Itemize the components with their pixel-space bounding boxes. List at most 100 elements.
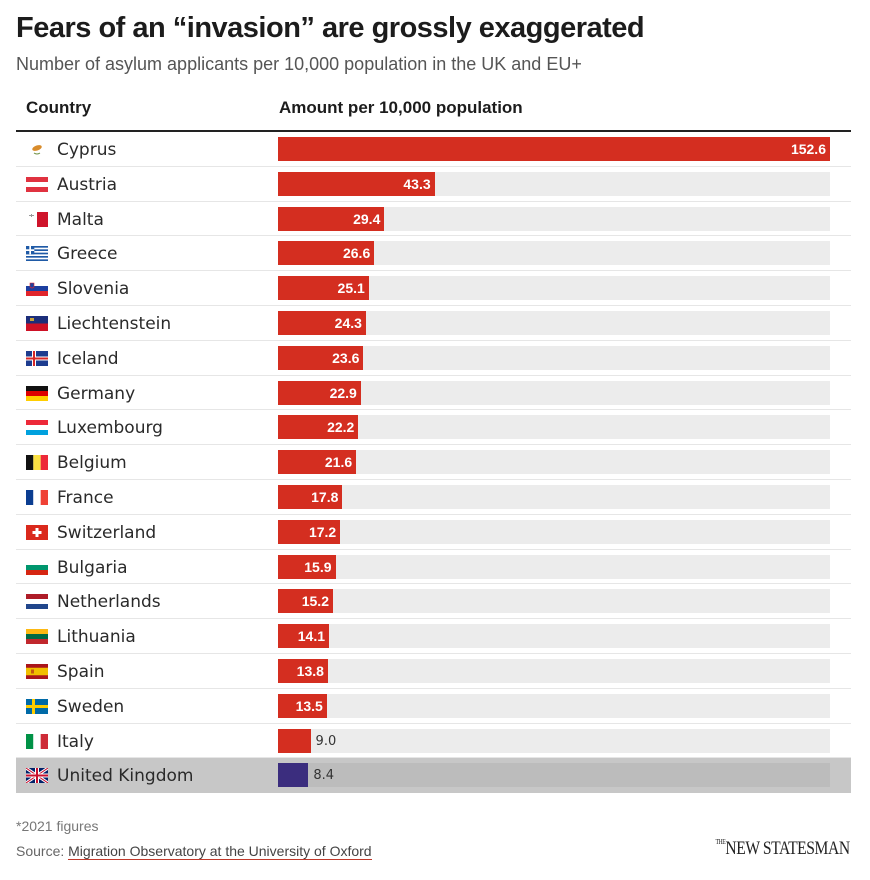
country-name: Lithuania (57, 627, 136, 648)
table-row-spain: Spain 13.8 (16, 654, 851, 689)
bar-belgium (278, 450, 357, 475)
country-name: Austria (57, 174, 118, 195)
country-name: Italy (57, 731, 94, 752)
chart-rows: Cyprus 152.6 Austria 43.3 Malta 29.4 Greece 26.… (16, 132, 851, 794)
country-name: Cyprus (57, 140, 117, 160)
data-label-liechtenstein: 24.3 (334, 314, 362, 331)
bar-track: 21.6 (278, 450, 830, 475)
austria-flag-icon (26, 176, 48, 192)
data-label-bulgaria: 15.9 (304, 558, 332, 575)
spain-flag-icon (26, 663, 48, 679)
iceland-flag-icon (26, 350, 48, 366)
table-row-germany: Germany 22.9 (16, 376, 851, 411)
data-label-united-kingdom: 8.4 (313, 768, 335, 784)
data-label-netherlands: 15.2 (301, 593, 329, 610)
bar-spain (278, 658, 328, 683)
bar-track: 15.2 (278, 589, 830, 614)
table-row-cyprus: Cyprus 152.6 (16, 132, 851, 167)
sweden-flag-icon (26, 698, 48, 714)
lithuania-flag-icon (26, 629, 48, 645)
table-row-united-kingdom: United Kingdom 8.4 (16, 758, 851, 794)
bar-austria (278, 171, 435, 196)
bar-malta (278, 206, 385, 231)
table-row-greece: Greece 26.6 (16, 236, 851, 272)
logo-prefix: THE (715, 838, 726, 846)
belgium-flag-icon (26, 455, 48, 471)
bar-sweden (278, 693, 327, 718)
data-label-greece: 26.6 (342, 245, 371, 262)
footnote: *2021 figures (16, 818, 99, 834)
greece-flag-icon (26, 246, 48, 262)
netherlands-flag-icon (26, 594, 48, 610)
country-name: Bulgaria (57, 557, 128, 578)
table-row-lithuania: Lithuania 14.1 (16, 619, 851, 654)
data-label-italy: 9.0 (315, 733, 337, 749)
table-row-bulgaria: Bulgaria 15.9 (16, 550, 851, 585)
bar-track: 22.9 (278, 380, 830, 405)
bar-track: 43.3 (278, 171, 830, 196)
country-name: Slovenia (57, 279, 130, 300)
bar-liechtenstein (278, 310, 366, 335)
country-name: Germany (57, 383, 136, 404)
country-name: Belgium (57, 453, 127, 474)
source-link[interactable]: Migration Observatory at the University … (68, 843, 372, 860)
data-label-malta: 29.4 (353, 210, 381, 227)
liechtenstein-flag-icon (26, 315, 48, 331)
data-label-cyprus: 152.6 (790, 141, 826, 157)
data-label-slovenia: 25.1 (337, 280, 365, 297)
country-name: Malta (57, 209, 104, 230)
table-row-austria: Austria 43.3 (16, 167, 851, 202)
cyprus-flag-icon (26, 142, 48, 157)
bar-netherlands (278, 589, 333, 614)
new-statesman-logo: THENEW STATESMAN (715, 838, 851, 860)
country-name: Iceland (57, 348, 119, 369)
bar-track: 13.5 (278, 693, 830, 718)
country-name: Switzerland (57, 522, 157, 543)
bar-germany (278, 380, 361, 405)
country-name: Greece (57, 244, 118, 265)
data-label-belgium: 21.6 (324, 454, 353, 471)
bar-lithuania (278, 624, 329, 649)
source-line: Source: Migration Observatory at the Uni… (16, 843, 372, 860)
data-label-germany: 22.9 (329, 384, 357, 401)
uk-flag-icon (25, 767, 49, 785)
table-row-sweden: Sweden 13.5 (16, 689, 851, 724)
bar-switzerland (278, 519, 341, 544)
country-name: United Kingdom (57, 766, 194, 787)
data-label-iceland: 23.6 (332, 349, 360, 366)
table-row-netherlands: Netherlands 15.2 (16, 584, 851, 620)
data-label-france: 17.8 (311, 488, 339, 505)
data-label-switzerland: 17.2 (308, 523, 337, 540)
country-name: France (57, 487, 114, 508)
column-header-amount: Amount per 10,000 population (279, 98, 523, 117)
chart-title: Fears of an “invasion” are grossly exagg… (16, 12, 645, 44)
bar-bulgaria (278, 554, 336, 579)
table-row-switzerland: Switzerland 17.2 (16, 515, 851, 550)
bar-track: 25.1 (278, 276, 830, 301)
data-label-spain: 13.8 (296, 662, 324, 679)
bar-track: 9.0 (278, 728, 830, 753)
bulgaria-flag-icon (26, 559, 48, 575)
logo-name: NEW STATESMAN (725, 838, 851, 859)
bar-luxembourg (278, 415, 359, 440)
chart-subtitle: Number of asylum applicants per 10,000 p… (16, 54, 582, 74)
table-row-france: France 17.8 (16, 480, 851, 515)
bar-track: 152.6 (278, 137, 830, 161)
country-name: Spain (57, 661, 105, 682)
bar-track: 15.9 (278, 554, 830, 579)
bar-united-kingdom (278, 763, 309, 788)
malta-flag-icon (26, 211, 48, 227)
column-header-country: Country (26, 98, 92, 117)
bar-track: 17.8 (278, 484, 830, 509)
header-rule (16, 130, 851, 132)
data-label-sweden: 13.5 (295, 697, 323, 714)
bar-track: 17.2 (278, 519, 830, 544)
bar-track: 23.6 (278, 345, 830, 370)
bar-cyprus (278, 137, 830, 161)
bar-greece (278, 241, 375, 266)
table-row-belgium: Belgium 21.6 (16, 445, 851, 480)
bar-track: 13.8 (278, 658, 830, 683)
bar-track: 29.4 (278, 206, 830, 231)
bar-track: 24.3 (278, 310, 830, 335)
bar-france (278, 484, 343, 509)
